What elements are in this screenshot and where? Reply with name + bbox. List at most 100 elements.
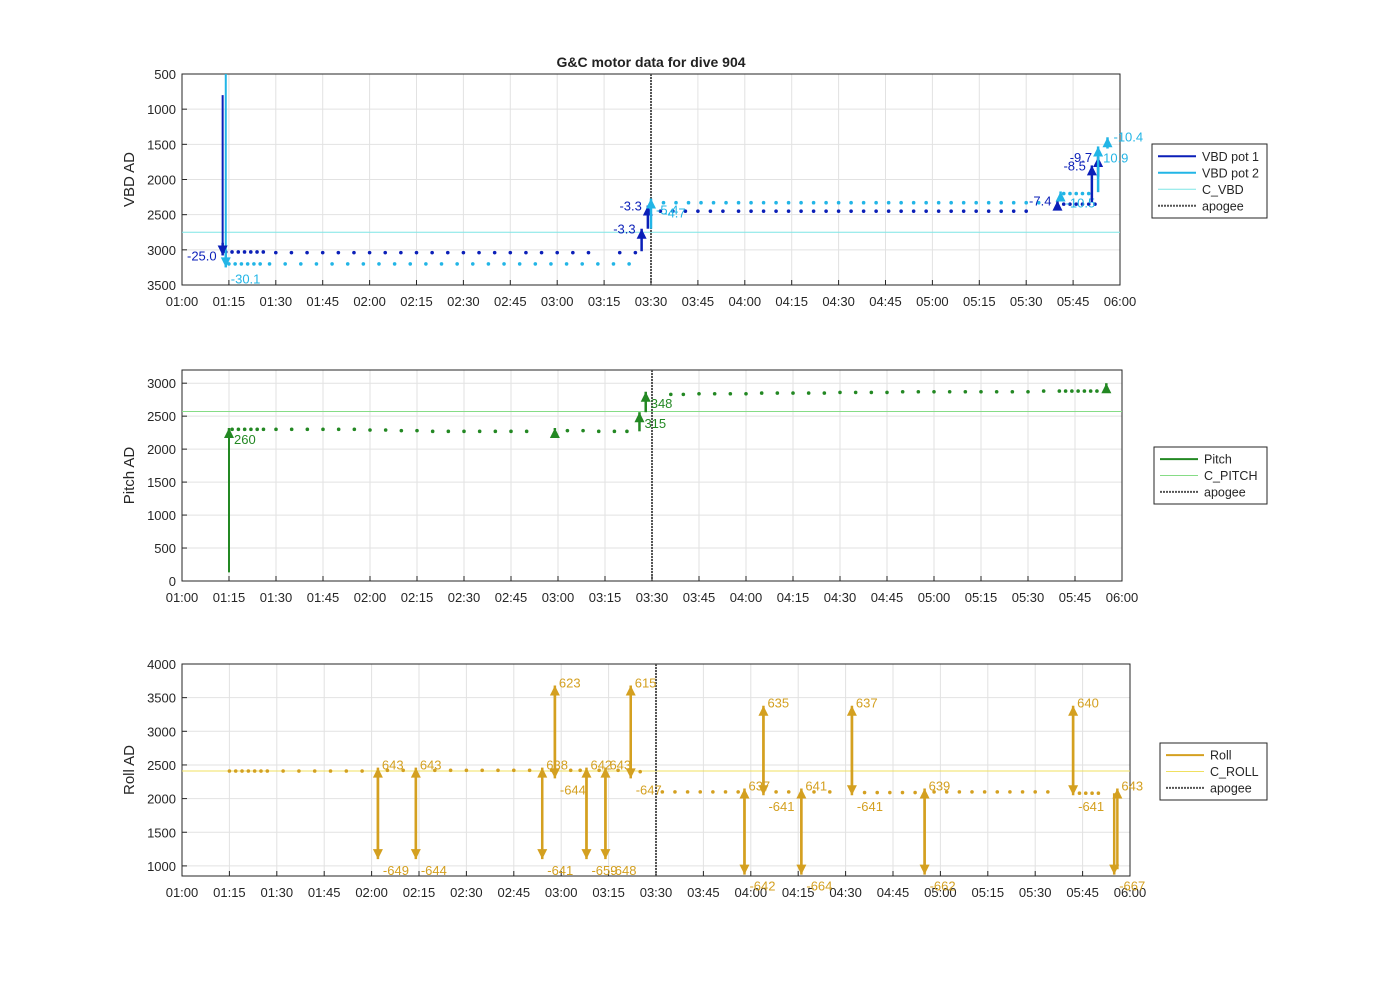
data-point xyxy=(236,250,241,254)
y-tick-label: 500 xyxy=(154,541,176,556)
y-tick-label: 3500 xyxy=(147,691,176,706)
legend-entry: apogee xyxy=(1210,781,1252,795)
data-point xyxy=(1024,209,1028,213)
x-tick-label: 03:30 xyxy=(640,885,673,900)
move-arrow-head xyxy=(846,705,857,716)
y-tick-label: 2000 xyxy=(147,442,176,457)
data-point xyxy=(999,209,1003,213)
move-label: 642 xyxy=(590,758,612,773)
legend-entry: C_VBD xyxy=(1202,183,1244,197)
x-tick-label: 03:00 xyxy=(542,590,575,605)
data-point xyxy=(1068,202,1072,206)
data-point xyxy=(638,769,642,774)
data-point xyxy=(658,209,663,213)
x-tick-label: 02:30 xyxy=(447,294,480,309)
data-point xyxy=(712,391,717,396)
data-point xyxy=(509,429,513,434)
data-point xyxy=(875,790,879,795)
data-point xyxy=(673,790,677,794)
data-point xyxy=(611,262,616,266)
data-point xyxy=(281,769,285,773)
data-point xyxy=(936,209,941,213)
data-point xyxy=(424,262,428,266)
move-label: -7.4 xyxy=(1029,194,1051,209)
data-point xyxy=(1083,791,1088,796)
data-point xyxy=(617,250,622,255)
x-tick-label: 03:45 xyxy=(682,294,715,309)
data-point xyxy=(252,262,256,266)
data-point xyxy=(245,262,250,266)
move-arrow-head xyxy=(1086,165,1097,176)
data-point xyxy=(227,769,232,773)
data-point xyxy=(367,250,372,255)
vbd-panel: 01:00 01:15 01:30 01:45 02:00 02:15 02:30 02:45… xyxy=(121,67,1268,309)
x-tick-label: 01:15 xyxy=(213,590,246,605)
move-label: 623 xyxy=(559,676,581,691)
data-point xyxy=(258,262,262,266)
data-point xyxy=(899,209,903,213)
x-tick-label: 05:30 xyxy=(1019,885,1052,900)
move-arrow-head xyxy=(636,228,647,239)
move-label: -30.1 xyxy=(231,271,261,286)
move-arrow-head xyxy=(600,849,611,860)
move-label: -10.5 xyxy=(1066,195,1096,210)
pitch-panel: 01:00 01:15 01:30 01:45 02:00 02:15 02:30 02:45… xyxy=(121,369,1268,605)
data-point xyxy=(433,768,437,773)
data-point xyxy=(1020,790,1025,794)
y-tick-label: 3000 xyxy=(147,243,176,258)
data-point xyxy=(911,209,916,213)
move-label: -644 xyxy=(560,782,586,797)
move-arrow-head xyxy=(549,685,560,696)
move-arrow-head xyxy=(581,849,592,860)
data-point xyxy=(580,262,585,266)
data-point xyxy=(683,209,688,213)
legend-entry: Roll xyxy=(1210,749,1232,763)
x-tick-label: 05:00 xyxy=(918,590,951,605)
data-point xyxy=(799,209,803,213)
data-point xyxy=(470,262,475,266)
data-point xyxy=(383,250,388,255)
move-label: -641 xyxy=(1078,799,1104,814)
data-point xyxy=(321,427,325,432)
x-tick-label: 04:15 xyxy=(782,885,815,900)
data-point xyxy=(774,209,778,213)
data-point xyxy=(261,250,266,254)
data-point xyxy=(916,389,921,394)
data-point xyxy=(549,262,553,266)
data-point xyxy=(312,769,317,773)
data-point xyxy=(430,429,435,434)
data-point xyxy=(932,790,936,794)
x-tick-label: 03:45 xyxy=(683,590,716,605)
x-tick-label: 03:30 xyxy=(636,590,669,605)
move-label: 643 xyxy=(382,758,404,773)
data-point xyxy=(377,262,381,266)
x-tick-label: 02:15 xyxy=(401,590,434,605)
x-tick-label: 04:30 xyxy=(829,885,862,900)
legend-entry: C_PITCH xyxy=(1204,469,1257,483)
x-tick-label: 04:00 xyxy=(735,885,768,900)
y-tick-label: 2000 xyxy=(147,792,176,807)
x-tick-label: 04:30 xyxy=(824,590,857,605)
move-arrow-head xyxy=(640,391,651,402)
data-point xyxy=(1074,202,1079,206)
data-point xyxy=(305,250,309,255)
data-point xyxy=(586,250,591,255)
data-point xyxy=(1082,389,1087,393)
move-label: -649 xyxy=(383,863,409,878)
x-tick-label: 05:15 xyxy=(972,885,1005,900)
move-arrow-head xyxy=(224,428,234,439)
data-point xyxy=(1077,791,1082,796)
legend-entry: Pitch xyxy=(1204,453,1232,467)
y-axis-label: Roll AD xyxy=(121,745,138,795)
data-point xyxy=(283,262,287,266)
x-tick-label: 05:30 xyxy=(1010,294,1043,309)
x-tick-label: 05:00 xyxy=(916,294,949,309)
move-arrow-head xyxy=(846,785,857,796)
move-arrow-head xyxy=(796,864,807,875)
data-point xyxy=(806,391,811,395)
data-point xyxy=(1024,200,1028,205)
data-point xyxy=(274,427,278,432)
x-tick-label: 03:15 xyxy=(589,590,622,605)
data-point xyxy=(849,200,853,205)
